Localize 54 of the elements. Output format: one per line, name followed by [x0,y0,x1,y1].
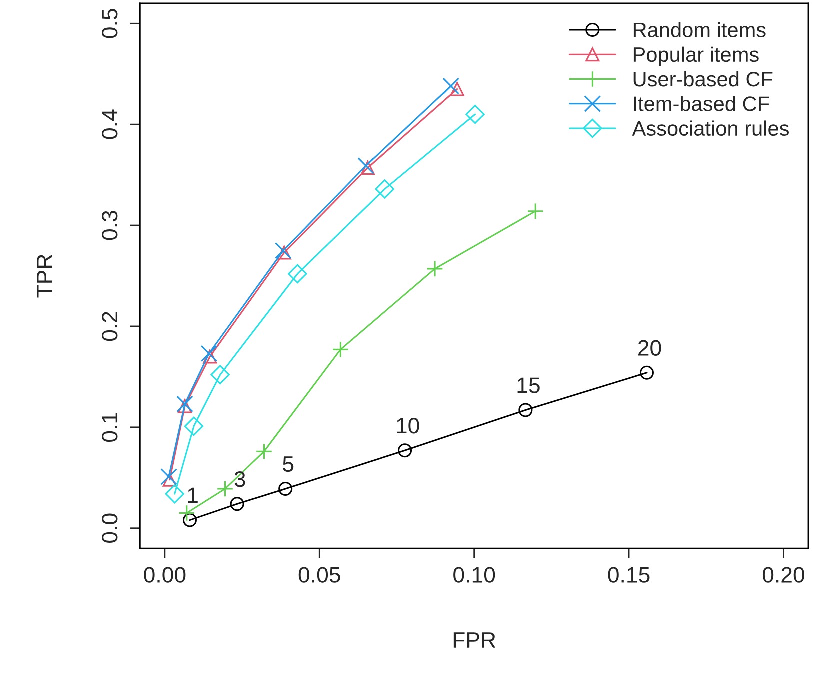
point [230,497,244,512]
point [275,242,292,260]
point [278,482,293,496]
x-tick-label: 0.20 [762,567,804,583]
y-tick-label: 0.1 [102,413,118,442]
point [216,480,234,498]
annotation: 3 [234,472,246,488]
annotation: 10 [397,418,420,434]
legend-label: Random items [634,22,766,38]
legend-label: Association rules [632,120,789,136]
point [426,260,444,278]
annotation: 1 [188,488,198,504]
y-tick-label: 0.3 [102,211,118,240]
y-tick-label: 0.5 [102,9,118,38]
annotation: 20 [638,340,662,356]
point [162,472,177,487]
point [360,160,375,176]
annotation: 5 [283,456,294,472]
point [200,345,218,362]
point [203,350,218,364]
point [256,443,273,460]
point [398,444,412,458]
point [178,399,192,414]
y-tick-label: 0.4 [102,110,118,140]
point [184,416,204,436]
point [182,513,198,528]
point [288,264,308,284]
point [527,202,544,220]
point [176,396,194,413]
point [332,341,350,358]
point [518,403,533,418]
x-axis-title: FPR [454,632,496,648]
y-tick-label: 0.0 [102,514,118,543]
x-tick-label: 0.15 [608,567,650,583]
x-tick-label: 0.00 [144,567,186,583]
point [165,484,184,504]
y-tick-label: 0.2 [102,312,118,342]
point [450,82,464,96]
legend-label: User-based CF [634,71,773,87]
x-tick-label: 0.10 [454,567,496,583]
point [466,104,485,124]
point [160,468,178,486]
point [442,78,460,95]
point [375,180,395,199]
point [178,504,196,522]
annotation: 15 [518,378,540,394]
x-tick-label: 0.05 [298,567,340,583]
point [277,246,292,260]
y-axis-title: TPR [37,254,52,298]
legend-label: Popular items [634,46,759,66]
legend-label: Item-based CF [634,96,770,112]
point [640,366,654,380]
point [210,365,230,385]
point [358,158,374,174]
